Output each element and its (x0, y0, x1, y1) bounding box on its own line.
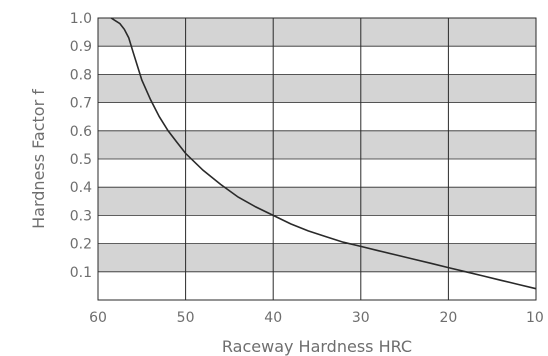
y-tick-label: 0.4 (70, 180, 92, 196)
x-tick-label: 10 (526, 310, 544, 326)
hardness-factor-curve (110, 17, 537, 290)
y-tick-label: 0.7 (70, 96, 92, 112)
y-tick-label: 0.2 (70, 237, 92, 253)
band-white (98, 271, 536, 300)
x-tick-label: 20 (439, 310, 457, 326)
x-axis-title: Raceway Hardness HRC (222, 337, 412, 356)
x-tick-labels: 60 50 40 30 20 10 (89, 310, 544, 326)
x-tick-label: 60 (89, 310, 107, 326)
y-tick-label: 1.0 (70, 11, 92, 27)
y-tick-label: 0.5 (70, 152, 92, 168)
band-white (98, 159, 536, 188)
x-tick-label: 40 (264, 310, 282, 326)
y-axis-title: Hardness Factor f (29, 89, 48, 229)
band-gray (98, 18, 536, 47)
x-tick-label: 50 (177, 310, 195, 326)
y-tick-label: 0.6 (70, 124, 92, 140)
band-white (98, 102, 536, 131)
y-tick-label: 0.3 (70, 208, 92, 224)
y-tick-labels: 0.1 0.2 0.3 0.4 0.5 0.6 0.7 0.8 0.9 1.0 (70, 11, 92, 281)
band-white (98, 215, 536, 244)
y-tick-label: 0.9 (70, 39, 92, 55)
x-tick-label: 30 (352, 310, 370, 326)
band-gray (98, 74, 536, 103)
band-gray (98, 243, 536, 272)
plot-frame (97, 17, 537, 301)
band-gray (98, 130, 536, 159)
y-tick-label: 0.1 (70, 265, 92, 281)
band-gray (98, 187, 536, 216)
band-white (98, 46, 536, 75)
y-tick-label: 0.8 (70, 67, 92, 83)
background-bands (98, 18, 536, 300)
